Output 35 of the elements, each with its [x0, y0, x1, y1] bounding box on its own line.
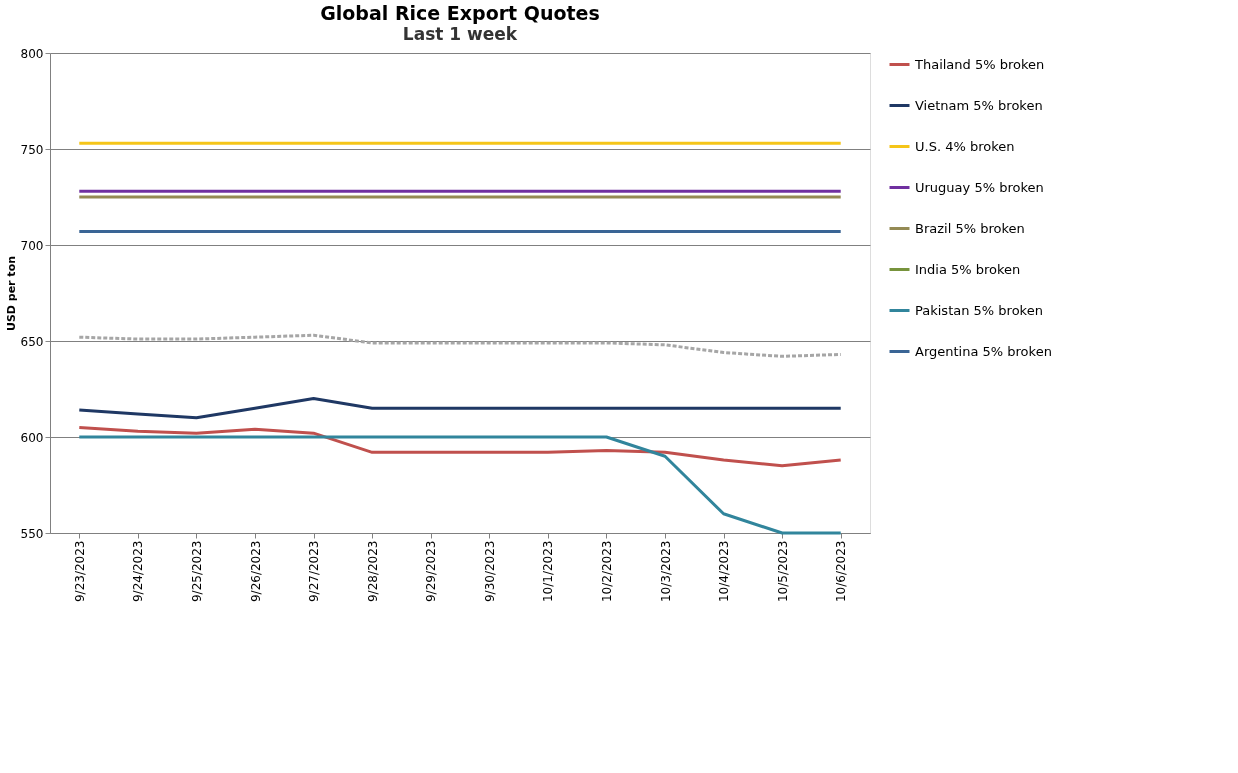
legend-label: Uruguay 5% broken [915, 179, 1044, 195]
y-tick-label: 650 [20, 334, 44, 349]
x-tick-label: 10/6/2023 [834, 540, 849, 603]
legend-label: Pakistan 5% broken [915, 302, 1043, 318]
line-series [77, 425, 843, 468]
x-tick-label: 9/25/2023 [189, 540, 204, 603]
y-tick-label: 550 [20, 526, 44, 541]
legend-label: U.S. 4% broken [915, 138, 1015, 154]
x-tick-label: 9/23/2023 [72, 540, 87, 603]
chart-subtitle: Last 1 week [402, 24, 518, 44]
x-tick-label: 10/5/2023 [775, 540, 790, 603]
legend-label: Brazil 5% broken [915, 220, 1025, 236]
x-tick-label: 9/29/2023 [424, 540, 439, 603]
line-series [77, 435, 843, 535]
legend-label: Argentina 5% broken [915, 343, 1052, 359]
x-tick-label: 9/26/2023 [248, 540, 263, 603]
x-tick-label: 10/1/2023 [541, 540, 556, 603]
y-tick-label: 700 [20, 238, 44, 253]
x-tick-label: 9/30/2023 [482, 540, 497, 603]
x-tick-label: 10/4/2023 [717, 540, 732, 603]
y-tick-label: 800 [20, 46, 44, 61]
legend-label: Thailand 5% broken [914, 56, 1045, 72]
x-tick-label: 10/3/2023 [658, 540, 673, 603]
x-tick-label: 10/2/2023 [599, 540, 614, 603]
y-tick-label: 750 [20, 142, 44, 157]
chart-title: Global Rice Export Quotes [320, 2, 600, 24]
x-tick-label: 9/27/2023 [307, 540, 322, 603]
x-tick-label: 9/24/2023 [131, 540, 146, 603]
line-series [77, 397, 843, 420]
y-axis-title: USD per ton [4, 255, 18, 332]
line-series [77, 333, 843, 358]
x-tick-label: 9/28/2023 [365, 540, 380, 603]
legend-label: Vietnam 5% broken [915, 97, 1043, 113]
legend-label: India 5% broken [915, 261, 1021, 277]
y-tick-label: 600 [20, 430, 44, 445]
